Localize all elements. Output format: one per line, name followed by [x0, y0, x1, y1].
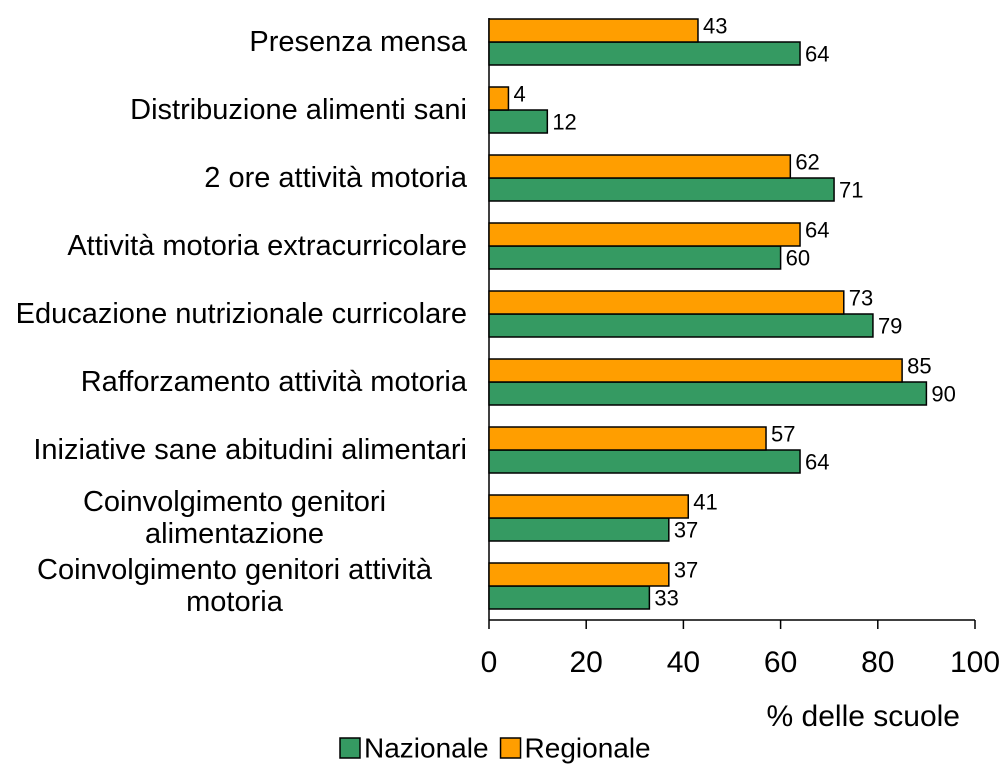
value-label: 33 [654, 585, 678, 610]
value-label: 64 [805, 41, 829, 66]
category-label: Distribuzione alimenti sani [130, 94, 467, 126]
category-label: Attività motoria extracurricolare [67, 230, 467, 262]
bar [488, 585, 651, 610]
bar [488, 18, 699, 43]
x-axis-title: % delle scuole [767, 700, 960, 733]
bar [488, 290, 845, 315]
bar [488, 494, 690, 519]
value-label: 12 [552, 109, 576, 134]
value-label: 60 [786, 245, 810, 270]
value-label: 57 [771, 421, 795, 446]
x-tick-label: 60 [764, 646, 797, 679]
x-tick-label: 100 [950, 646, 1000, 679]
value-label: 90 [931, 381, 955, 406]
bar [488, 222, 801, 247]
bar [488, 426, 767, 451]
value-label: 85 [907, 353, 931, 378]
bar [488, 177, 835, 202]
bar [488, 313, 874, 338]
value-label: 71 [839, 177, 863, 202]
legend-label: Regionale [525, 732, 651, 763]
category-label: Presenza mensa [249, 26, 467, 58]
category-label: Iniziative sane abitudini alimentari [33, 434, 467, 466]
value-label: 64 [805, 217, 829, 242]
value-label: 64 [805, 449, 829, 474]
legend-label: Nazionale [364, 732, 489, 763]
category-label: Coinvolgimento genitori attività motoria [37, 554, 432, 618]
category-label: Coinvolgimento genitori alimentazione [82, 486, 387, 550]
value-label: 37 [674, 517, 698, 542]
category-label: Educazione nutrizionale curricolare [15, 298, 467, 330]
bar [488, 245, 782, 270]
bar [488, 517, 670, 542]
bar [488, 86, 510, 111]
bar [488, 449, 801, 474]
category-label: Rafforzamento attività motoria [80, 366, 467, 398]
bar [488, 358, 903, 383]
x-tick-label: 80 [861, 646, 894, 679]
value-label: 41 [693, 489, 717, 514]
bar [488, 154, 792, 179]
x-tick-label: 0 [481, 646, 498, 679]
value-label: 62 [795, 149, 819, 174]
value-label: 79 [878, 313, 902, 338]
bar [488, 41, 801, 66]
x-tick-label: 20 [570, 646, 603, 679]
value-label: 73 [849, 285, 873, 310]
legend-swatch [499, 737, 522, 759]
category-label: 2 ore attività motoria [204, 162, 467, 194]
legend-swatch [339, 737, 361, 759]
x-tick-label: 40 [667, 646, 700, 679]
value-label: 4 [513, 81, 525, 106]
value-label: 37 [674, 557, 698, 582]
bar [488, 109, 549, 134]
bar [488, 562, 670, 587]
bar [488, 381, 928, 406]
value-label: 43 [703, 13, 727, 38]
